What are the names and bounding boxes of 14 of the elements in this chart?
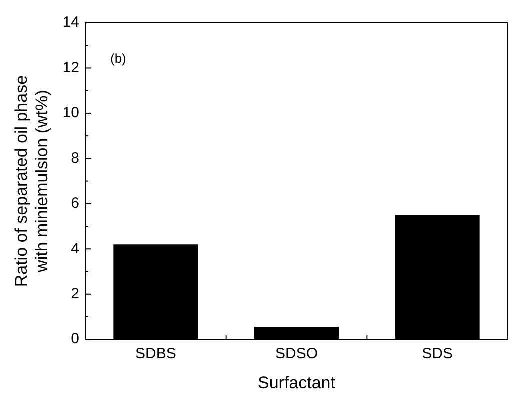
y-tick-label: 14 [62,14,80,32]
y-tick-label: 12 [62,59,80,76]
y-tick-label: 0 [71,330,80,348]
y-tick-label: 8 [71,150,80,167]
y-tick-label: 4 [71,240,80,258]
x-axis-title: Surfactant [258,373,336,392]
annotation: (b) [110,51,126,66]
x-tick-label: SDBS [135,346,176,363]
y-tick-label: 2 [71,286,80,303]
x-tick-label: SDS [422,346,454,363]
y-tick-label: 6 [71,195,80,212]
y-axis-title: Ratio of separated oil phase with miniemulsion (wt%) [12,75,52,288]
y-tick-label: 10 [62,104,80,122]
x-tick-label: SDSO [275,346,318,363]
